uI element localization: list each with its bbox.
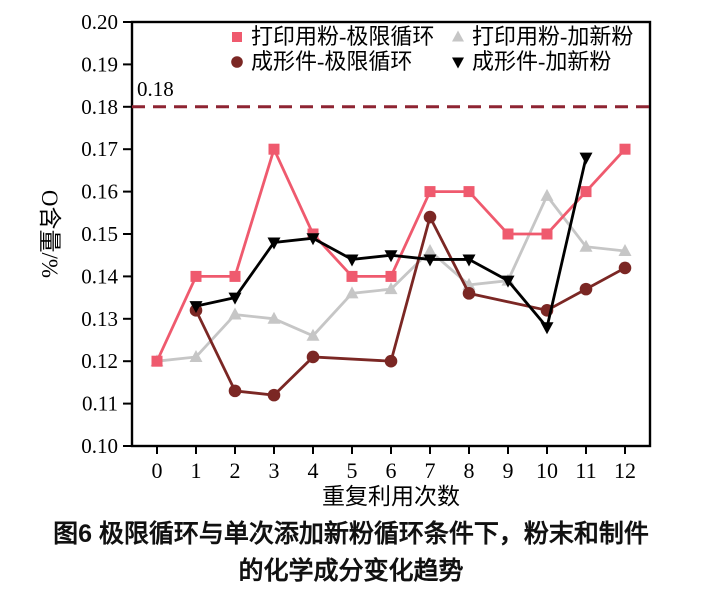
threshold-label: 0.18 [137,77,174,101]
legend-item: 成形件-极限循环 [231,49,412,74]
triangle-down-marker-icon [423,254,437,267]
square-marker-icon [232,32,242,42]
triangle-down-marker-icon [501,275,515,288]
x-tick-label: 7 [425,458,436,483]
triangle-up-marker-icon [452,30,464,42]
line-chart: 0.10 0.11 0.12 0.13 0.14 0.15 0.16 0.17 0.18 0.19… [37,10,652,509]
square-marker-icon [463,186,475,198]
legend-item: 成形件-加新粉 [452,49,611,74]
triangle-down-marker-icon [452,57,464,69]
triangle-down-marker-icon [228,292,242,305]
square-marker-icon [151,355,163,367]
legend-label: 成形件-极限循环 [251,49,412,74]
triangle-up-marker-icon [267,311,281,324]
triangle-up-marker-icon [189,349,203,362]
circle-marker-icon [384,354,398,368]
legend-label: 成形件-加新粉 [472,49,611,74]
series-square [151,143,631,367]
triangle-up-marker-icon [228,307,242,320]
series-line [195,157,588,331]
circle-marker-icon [228,384,242,398]
triangle-up-marker-icon [423,243,437,256]
square-marker-icon [424,186,436,198]
y-tick-label: 0.19 [81,52,118,76]
x-tick-label: 12 [614,458,636,483]
square-marker-icon [190,270,202,282]
x-tick-label: 11 [575,458,596,483]
figure-caption-line1: 图6 极限循环与单次添加新粉循环条件下，粉末和制件 [53,520,649,548]
triangle-down-marker-icon [462,254,476,267]
triangle-down-marker-icon [267,237,281,250]
y-tick-label: 0.10 [81,434,118,458]
x-tick-label: 6 [386,458,397,483]
legend-label: 打印用粉-极限循环 [251,24,434,49]
figure-caption-line2: 的化学成分变化趋势 [238,557,464,585]
circle-marker-icon [462,287,476,300]
x-tick-label: 10 [536,458,558,483]
square-marker-icon [619,143,631,155]
x-tick-label: 2 [230,458,241,483]
y-tick-label: 0.16 [81,180,118,204]
series-circle [189,210,632,402]
y-tick-label: 0.17 [81,137,118,161]
legend-label: 打印用粉-加新粉 [472,24,633,49]
y-tick-label: 0.15 [81,222,118,246]
plot-border [130,20,652,448]
y-tick-label: 0.18 [81,95,118,119]
square-marker-icon [541,228,553,240]
y-tick-label: 0.20 [81,10,118,34]
triangle-up-marker-icon [618,243,632,256]
triangle-up-marker-icon [306,328,320,341]
triangle-down-marker-icon [306,233,320,246]
y-axis-title: O含量/% [37,190,62,278]
x-tick-label: 1 [191,458,202,483]
square-marker-icon [580,186,592,198]
circle-marker-icon [579,282,593,296]
x-tick-label: 0 [152,458,163,483]
triangle-up-marker-icon [384,282,398,295]
triangle-down-marker-icon [540,322,554,335]
series-triangle-down [189,152,593,335]
circle-marker-icon [306,350,320,364]
x-tick-label: 3 [269,458,280,483]
circle-marker-icon [618,261,632,275]
triangle-down-marker-icon [189,301,203,314]
x-axis-title: 重复利用次数 [322,484,460,509]
x-tick-label: 8 [464,458,475,483]
figure-caption: 图6 极限循环与单次添加新粉循环条件下，粉末和制件 的化学成分变化趋势 [0,516,702,590]
square-marker-icon [346,270,358,282]
legend-item: 打印用粉-极限循环 [232,24,434,49]
square-marker-icon [229,270,241,282]
x-tick-label: 4 [308,458,319,483]
y-tick-label: 0.12 [81,349,118,373]
triangle-up-marker-icon [345,286,359,299]
triangle-down-marker-icon [345,254,359,267]
legend-item: 打印用粉-加新粉 [452,24,633,49]
x-tick-label: 9 [503,458,514,483]
x-tick-label: 5 [347,458,358,483]
circle-marker-icon [231,56,243,68]
circle-marker-icon [423,210,437,224]
square-marker-icon [385,270,397,282]
square-marker-icon [502,228,514,240]
circle-marker-icon [267,388,281,402]
y-tick-label: 0.13 [81,307,118,331]
square-marker-icon [268,143,280,155]
y-tick-label: 0.14 [81,264,118,288]
triangle-up-marker-icon [540,188,554,201]
triangle-down-marker-icon [579,152,593,165]
y-tick-label: 0.11 [82,392,118,416]
series-line [194,213,626,397]
triangle-up-marker-icon [579,239,593,252]
triangle-down-marker-icon [384,250,398,263]
